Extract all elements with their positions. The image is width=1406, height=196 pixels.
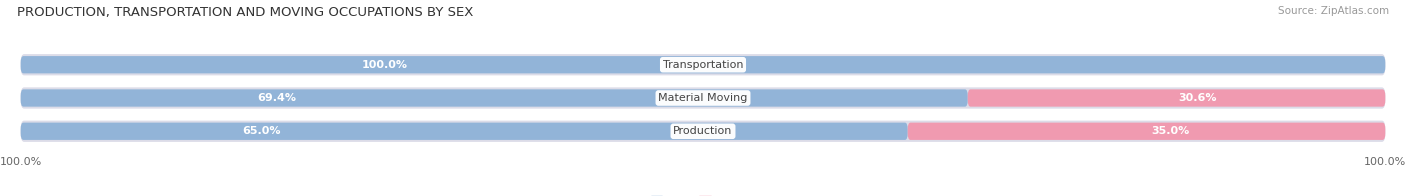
Text: 100.0%: 100.0% (361, 60, 408, 70)
FancyBboxPatch shape (21, 89, 967, 107)
Text: 69.4%: 69.4% (257, 93, 297, 103)
FancyBboxPatch shape (21, 87, 1385, 109)
Text: Source: ZipAtlas.com: Source: ZipAtlas.com (1278, 6, 1389, 16)
Text: Production: Production (673, 126, 733, 136)
FancyBboxPatch shape (21, 123, 908, 140)
FancyBboxPatch shape (967, 89, 1385, 107)
FancyBboxPatch shape (908, 123, 1385, 140)
Text: Material Moving: Material Moving (658, 93, 748, 103)
Text: 30.6%: 30.6% (1178, 93, 1216, 103)
Text: 65.0%: 65.0% (242, 126, 281, 136)
Legend: Male, Female: Male, Female (647, 192, 759, 196)
FancyBboxPatch shape (21, 121, 1385, 142)
FancyBboxPatch shape (21, 54, 1385, 75)
Text: Transportation: Transportation (662, 60, 744, 70)
FancyBboxPatch shape (21, 56, 1385, 73)
Text: 35.0%: 35.0% (1152, 126, 1189, 136)
Text: PRODUCTION, TRANSPORTATION AND MOVING OCCUPATIONS BY SEX: PRODUCTION, TRANSPORTATION AND MOVING OC… (17, 6, 474, 19)
